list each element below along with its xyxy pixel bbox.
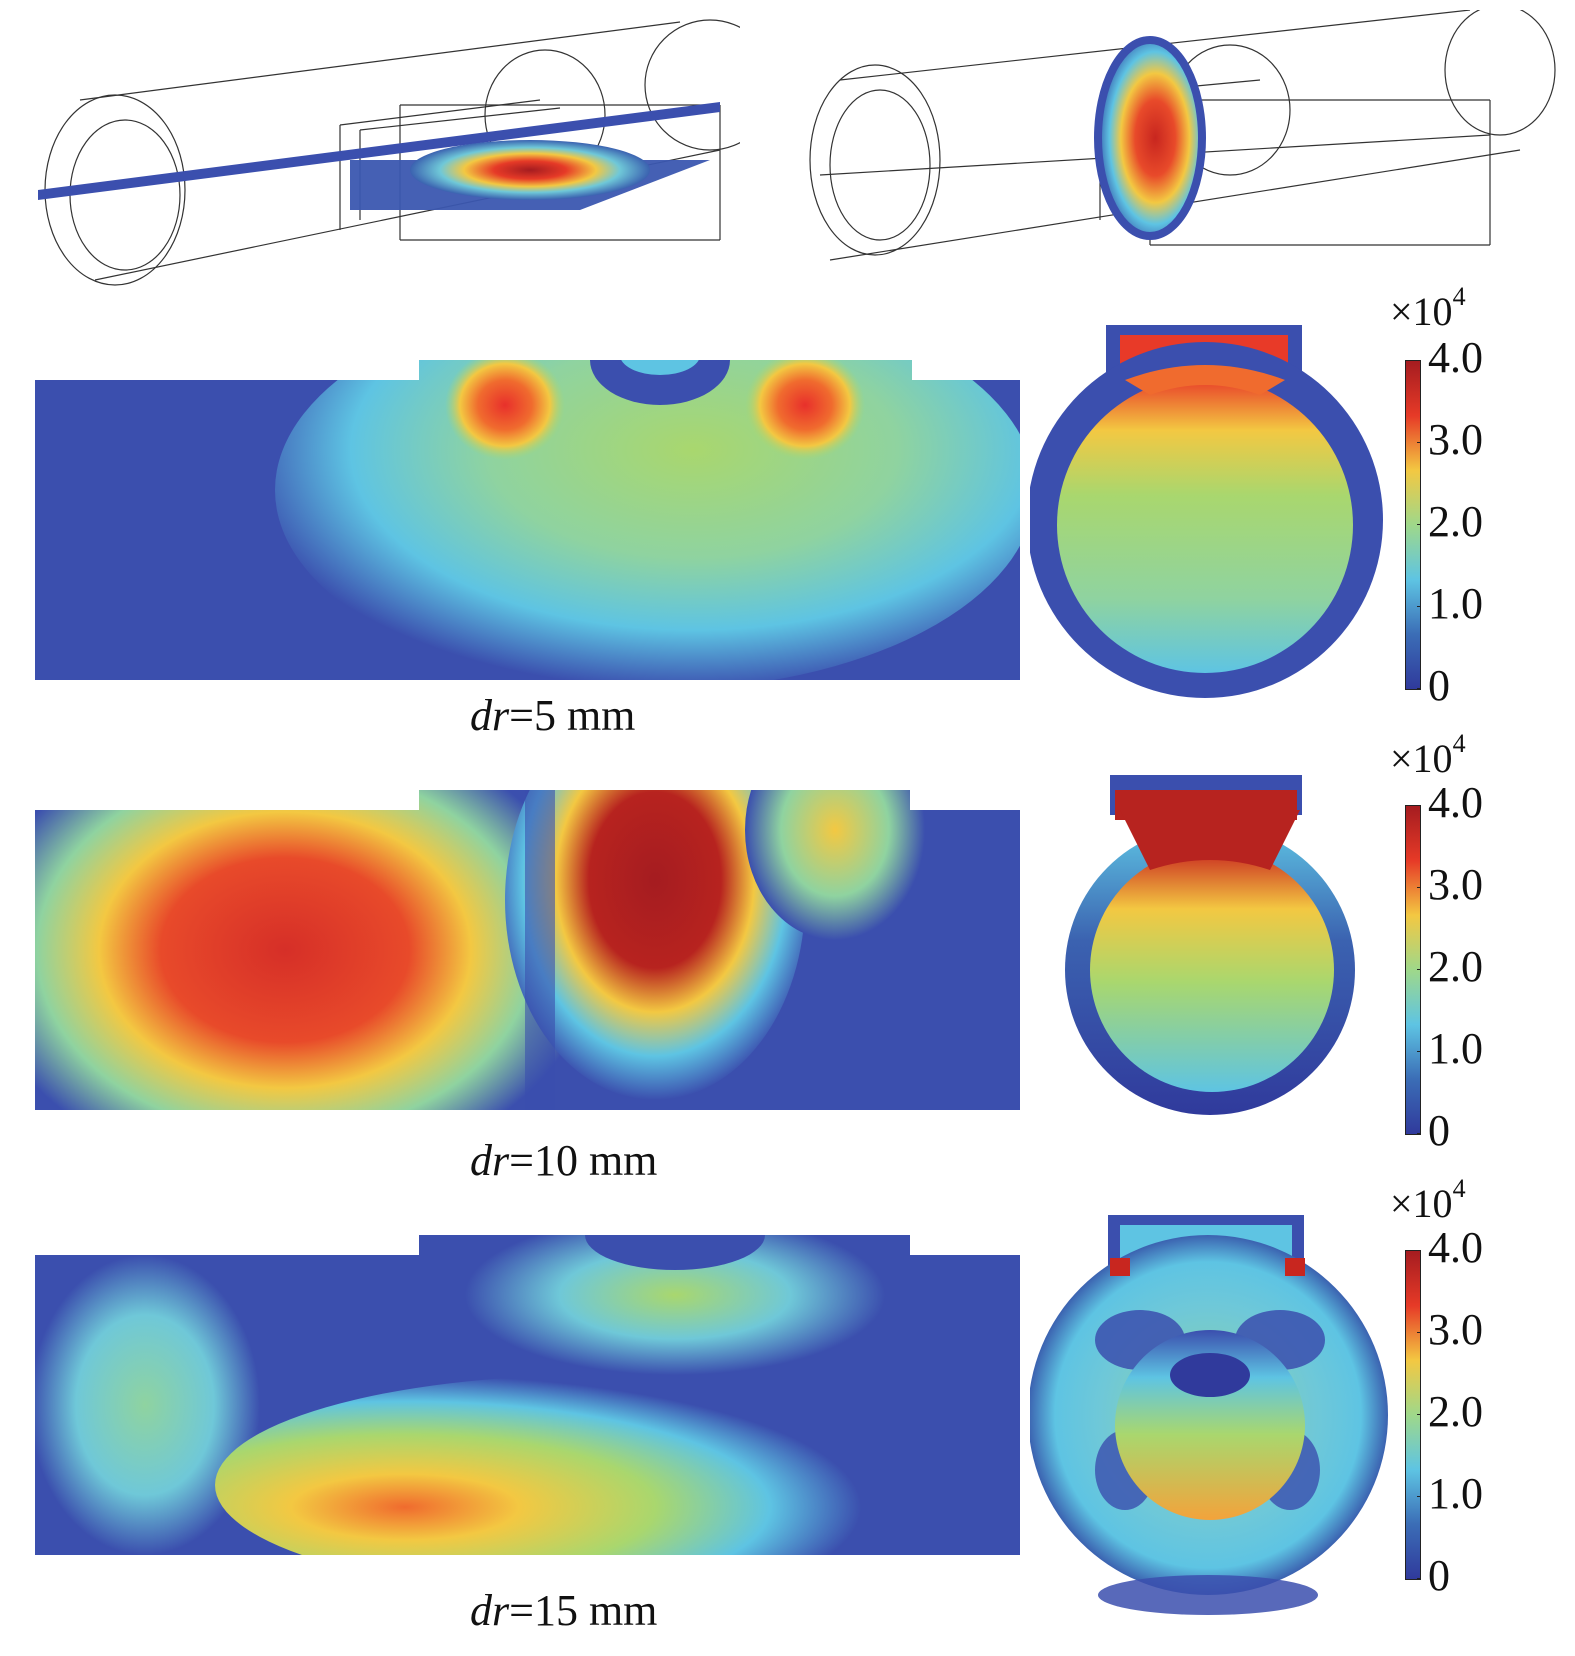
colorbar-multiplier: ×104: [1390, 282, 1466, 335]
colorbar-multiplier-base: ×10: [1390, 1181, 1453, 1226]
colorbar-multiplier-base: ×10: [1390, 289, 1453, 334]
colorbar-tick-label: 0: [1428, 1551, 1450, 1600]
colorbar-tick-mark: [1417, 524, 1421, 525]
colorbar-tick-label: 1.0: [1428, 1024, 1483, 1073]
colorbar-tick-mark: [1417, 360, 1421, 361]
colorbar-gradient: [1405, 805, 1421, 1135]
colorbar-multiplier-exponent: 4: [1452, 1174, 1466, 1203]
field-map-cross-section-dr10: [1065, 775, 1355, 1115]
colorbar-tick-label: 2.0: [1428, 1387, 1483, 1436]
caption-dr10: dr=10 mm: [470, 1136, 658, 1185]
colorbar-tick-label: 2.0: [1428, 497, 1483, 546]
colorbar-multiplier-exponent: 4: [1452, 282, 1466, 311]
colorbar-tick-mark: [1417, 1414, 1421, 1415]
colorbar-tick-mark: [1417, 1332, 1421, 1333]
colorbar-gradient: [1405, 1250, 1421, 1580]
colorbar-tick-mark: [1417, 887, 1421, 888]
caption-dr5: dr=5 mm: [470, 691, 636, 740]
colorbar-tick-mark: [1417, 442, 1421, 443]
colorbar-tick-mark: [1417, 1051, 1421, 1052]
colorbar-tick-mark: [1417, 1250, 1421, 1251]
colorbar-tick-label: 4.0: [1428, 1223, 1483, 1272]
field-map-longitudinal-dr15: [35, 1235, 1020, 1555]
colorbar-tick-mark: [1417, 969, 1421, 970]
colorbar-tick-label: 1.0: [1428, 1469, 1483, 1518]
caption-dr15: dr=15 mm: [470, 1586, 658, 1635]
colorbar-tick-label: 3.0: [1428, 860, 1483, 909]
field-map-longitudinal-dr10: [35, 790, 1020, 1110]
colorbar-tick-label: 3.0: [1428, 415, 1483, 464]
colorbar-gradient: [1405, 360, 1421, 690]
colorbar-tick-mark: [1417, 606, 1421, 607]
colorbar-tick-label: 0: [1428, 661, 1450, 710]
colorbar-tick-mark: [1417, 688, 1421, 689]
colorbar-tick-label: 2.0: [1428, 942, 1483, 991]
field-map-longitudinal-dr5: [35, 360, 1020, 680]
colorbar-multiplier-base: ×10: [1390, 736, 1453, 781]
colorbar-tick-label: 1.0: [1428, 579, 1483, 628]
field-map-cross-section-dr5: [1030, 325, 1383, 698]
colorbar-multiplier-exponent: 4: [1452, 729, 1466, 758]
colorbar-tick-label: 4.0: [1428, 778, 1483, 827]
colorbar-tick-mark: [1417, 1578, 1421, 1579]
colorbar-tick-label: 4.0: [1428, 333, 1483, 382]
schematic-horizontal-slice: [38, 19, 740, 286]
colorbar-tick-mark: [1417, 805, 1421, 806]
colorbar-tick-mark: [1417, 1496, 1421, 1497]
schematic-vertical-slice: [809, 10, 1556, 261]
colorbar-tick-label: 3.0: [1428, 1305, 1483, 1354]
colorbar-multiplier: ×104: [1390, 729, 1466, 782]
colorbar-tick-mark: [1417, 1133, 1421, 1134]
colorbar-tick-label: 0: [1428, 1106, 1450, 1155]
colorbar-multiplier: ×104: [1390, 1174, 1466, 1227]
field-map-cross-section-dr15: [1030, 1215, 1388, 1615]
